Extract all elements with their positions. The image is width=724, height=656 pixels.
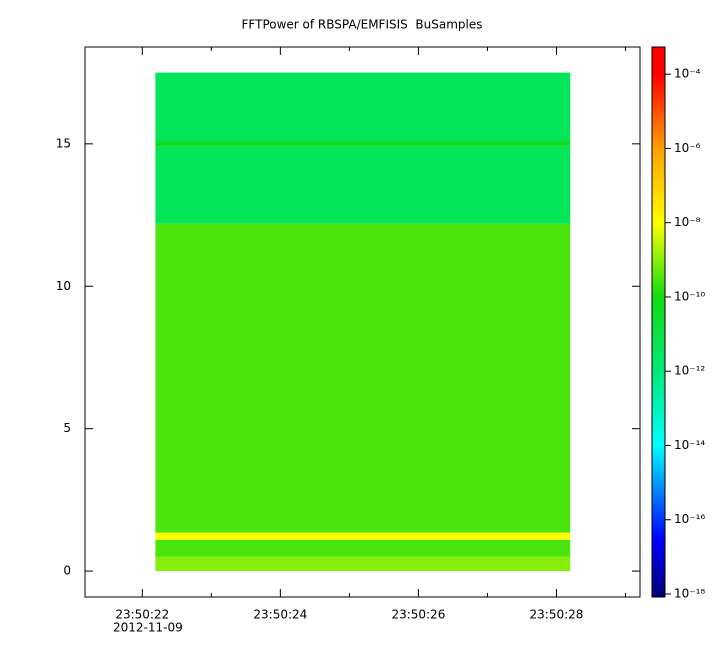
colorbar-tick-label: 10⁻¹⁸ <box>674 586 705 600</box>
spectrogram-cell <box>155 72 571 141</box>
x-date-label: 2012-11-09 <box>113 621 183 635</box>
spectrogram-cell <box>155 539 571 557</box>
colorbar-tick-label: 10⁻¹⁰ <box>674 289 705 303</box>
y-tick-label: 15 <box>56 136 71 150</box>
colorbar <box>651 46 666 598</box>
plot-frame <box>84 46 641 598</box>
spectrogram-cell <box>155 223 571 533</box>
spectrogram-cell <box>155 146 571 224</box>
colorbar-tick-label: 10⁻¹⁶ <box>674 512 705 526</box>
x-tick-label: 23:50:22 <box>115 608 169 622</box>
y-tick-label: 5 <box>63 421 71 435</box>
x-tick-label: 23:50:26 <box>391 608 445 622</box>
colorbar-tick-label: 10⁻⁶ <box>674 141 701 155</box>
colorbar-tick-label: 10⁻¹⁴ <box>674 438 705 452</box>
colorbar-tick-label: 10⁻⁴ <box>674 67 701 81</box>
spectrogram-cell <box>155 556 571 572</box>
colorbar-tick-label: 10⁻¹² <box>674 364 705 378</box>
x-tick-label: 23:50:24 <box>253 608 307 622</box>
spectrogram-cell <box>155 140 571 147</box>
y-tick-label: 10 <box>56 279 71 293</box>
colorbar-tick-label: 10⁻⁸ <box>674 215 701 229</box>
plot-area <box>155 72 571 572</box>
chart-title: FFTPower of RBSPA/EMFISIS BuSamples <box>242 18 483 32</box>
y-tick-label: 0 <box>63 564 71 578</box>
x-tick-label: 23:50:28 <box>530 608 584 622</box>
spectrogram-cell <box>155 532 571 540</box>
